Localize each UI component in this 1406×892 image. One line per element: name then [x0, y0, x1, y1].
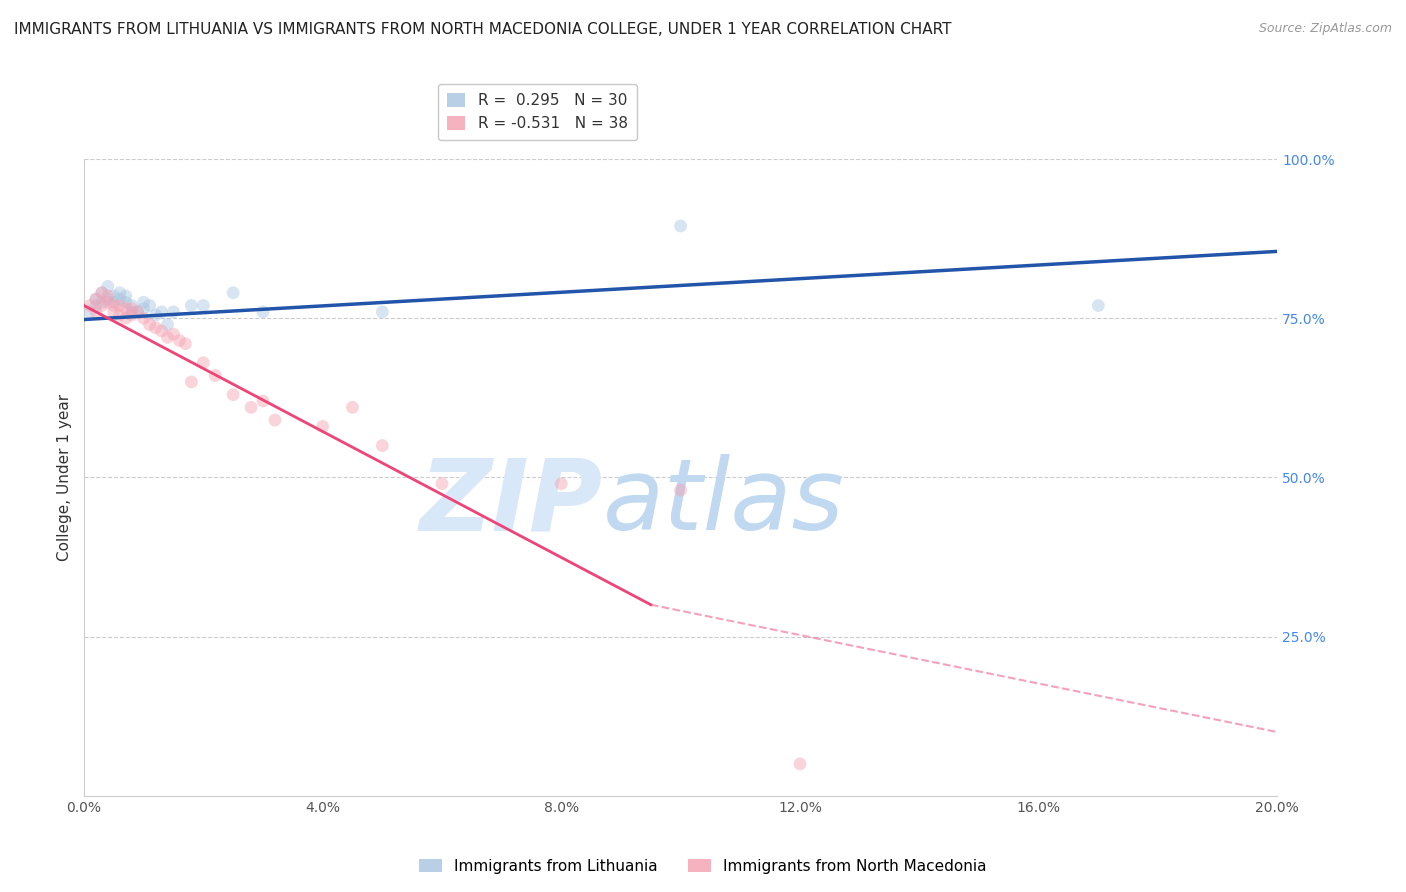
Point: [311, 419, 333, 434]
Point: [121, 308, 143, 322]
Point: [145, 308, 167, 322]
Point: [121, 305, 143, 319]
Point: [193, 299, 215, 313]
Point: [156, 330, 179, 344]
Point: [127, 305, 149, 319]
Point: [430, 476, 453, 491]
Point: [156, 318, 179, 332]
Point: [84, 292, 107, 306]
Point: [169, 334, 191, 348]
Point: [204, 368, 226, 383]
Point: [108, 308, 131, 322]
Point: [90, 295, 112, 310]
Point: [103, 289, 125, 303]
Point: [162, 327, 184, 342]
Point: [150, 305, 173, 319]
Point: [789, 756, 811, 771]
Point: [193, 356, 215, 370]
Point: [138, 299, 160, 313]
Point: [97, 289, 120, 303]
Point: [103, 295, 125, 310]
Point: [252, 394, 274, 409]
Point: [222, 285, 245, 300]
Point: [108, 292, 131, 306]
Point: [108, 299, 131, 313]
Legend: Immigrants from Lithuania, Immigrants from North Macedonia: Immigrants from Lithuania, Immigrants fr…: [413, 853, 993, 880]
Point: [84, 299, 107, 313]
Point: [103, 305, 125, 319]
Point: [138, 318, 160, 332]
Point: [240, 401, 263, 415]
Point: [97, 295, 120, 310]
Point: [90, 285, 112, 300]
Point: [121, 299, 143, 313]
Point: [79, 299, 101, 313]
Text: atlas: atlas: [603, 454, 845, 551]
Point: [371, 439, 394, 453]
Point: [132, 301, 155, 316]
Point: [252, 305, 274, 319]
Point: [371, 305, 394, 319]
Point: [550, 476, 572, 491]
Point: [174, 336, 197, 351]
Point: [132, 311, 155, 326]
Text: IMMIGRANTS FROM LITHUANIA VS IMMIGRANTS FROM NORTH MACEDONIA COLLEGE, UNDER 1 YE: IMMIGRANTS FROM LITHUANIA VS IMMIGRANTS …: [14, 22, 952, 37]
Point: [669, 483, 692, 497]
Point: [90, 299, 112, 313]
Point: [114, 289, 136, 303]
Point: [180, 299, 202, 313]
Point: [114, 311, 136, 326]
Y-axis label: College, Under 1 year: College, Under 1 year: [58, 394, 72, 561]
Point: [103, 299, 125, 313]
Point: [84, 292, 107, 306]
Point: [162, 305, 184, 319]
Point: [150, 324, 173, 338]
Point: [342, 401, 364, 415]
Point: [108, 285, 131, 300]
Point: [114, 301, 136, 316]
Point: [121, 301, 143, 316]
Point: [180, 375, 202, 389]
Point: [79, 305, 101, 319]
Point: [145, 320, 167, 334]
Point: [114, 295, 136, 310]
Point: [669, 219, 692, 233]
Point: [1087, 299, 1109, 313]
Point: [84, 305, 107, 319]
Legend: R =  0.295   N = 30, R = -0.531   N = 38: R = 0.295 N = 30, R = -0.531 N = 38: [439, 84, 637, 140]
Text: ZIP: ZIP: [420, 454, 603, 551]
Point: [132, 295, 155, 310]
Point: [264, 413, 287, 427]
Point: [222, 387, 245, 401]
Point: [90, 285, 112, 300]
Text: Source: ZipAtlas.com: Source: ZipAtlas.com: [1258, 22, 1392, 36]
Point: [127, 305, 149, 319]
Point: [97, 279, 120, 293]
Point: [97, 292, 120, 306]
